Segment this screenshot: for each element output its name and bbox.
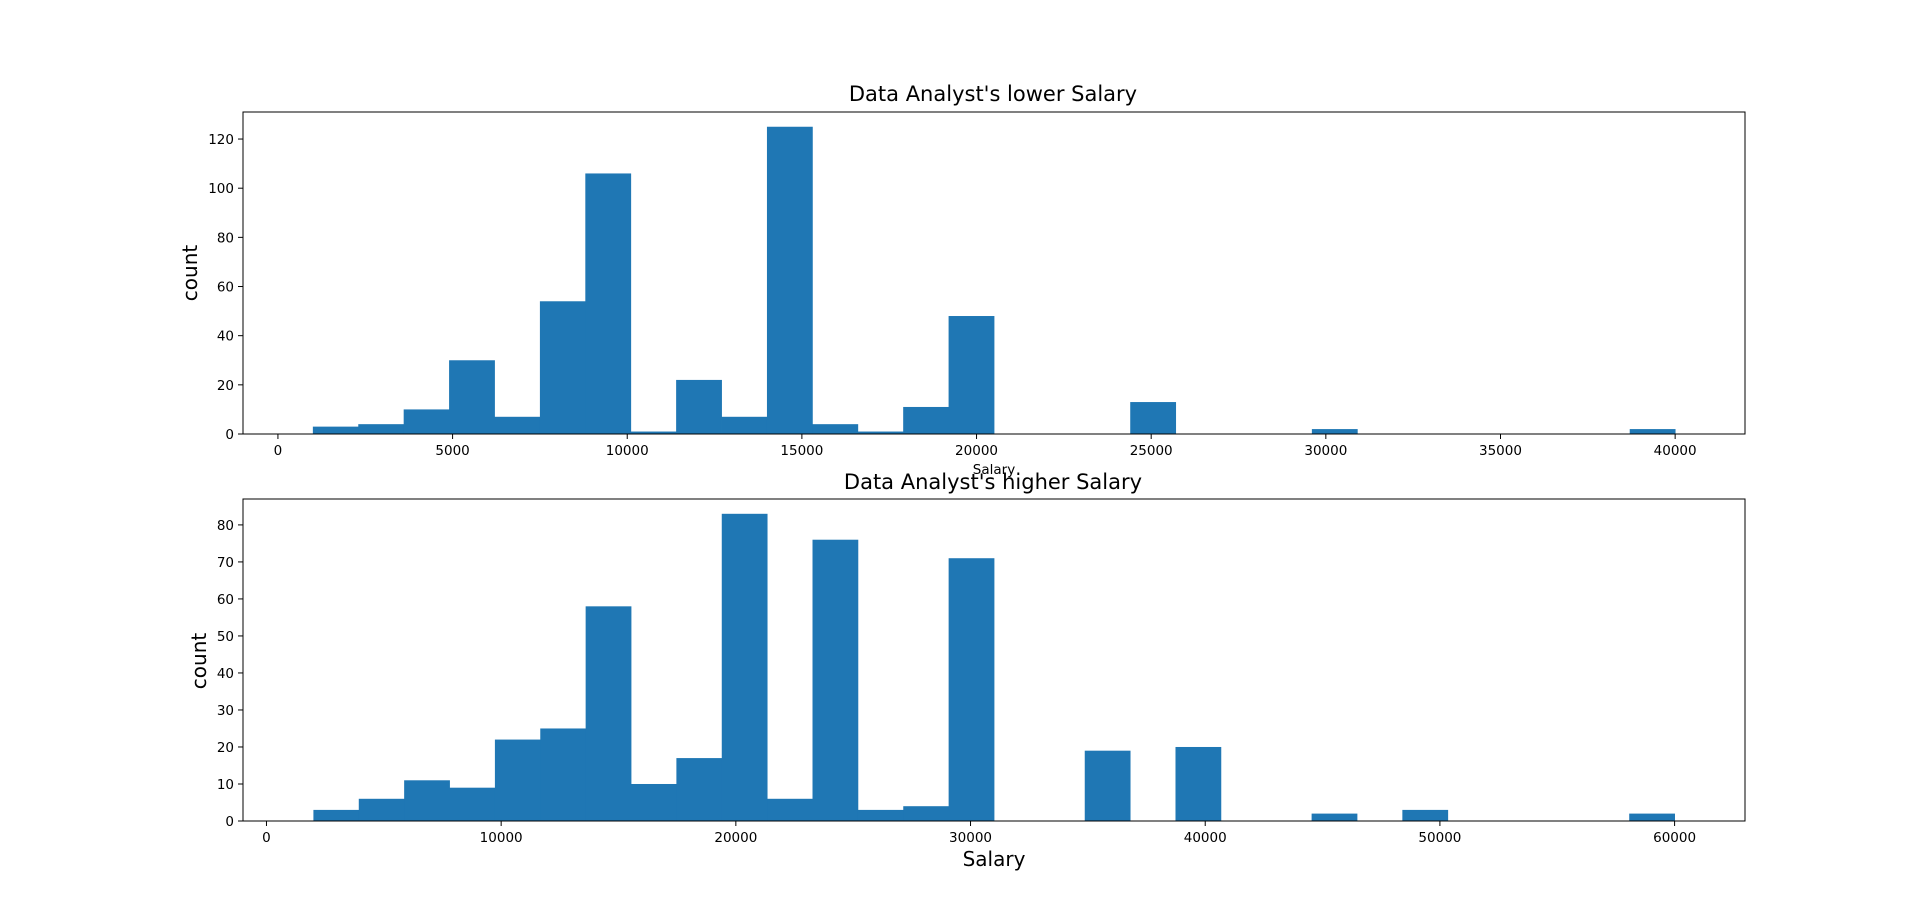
lower-salary-bar — [721, 416, 768, 434]
higher-salary-x-tick-label: 30000 — [949, 830, 992, 846]
higher-salary-x-axis-label: Salary — [963, 847, 1026, 871]
higher-salary-bar — [721, 513, 768, 821]
higher-salary-x-tick-label: 20000 — [714, 830, 757, 846]
lower-salary-bar — [539, 301, 586, 434]
higher-salary-y-tick-label: 70 — [217, 555, 234, 571]
higher-salary-bar — [404, 780, 450, 821]
higher-salary-bars — [313, 513, 1675, 821]
lower-salary-bar — [630, 431, 677, 434]
higher-salary-bar — [1402, 809, 1449, 821]
higher-salary-bar — [676, 758, 723, 821]
lower-salary-y-tick-label: 80 — [217, 230, 234, 246]
lower-salary-x-tick-label: 35000 — [1479, 443, 1522, 459]
higher-salary-bar — [948, 558, 995, 821]
higher-salary-bar — [449, 787, 496, 821]
lower-salary-y-axis-label: count — [178, 245, 202, 302]
lower-salary-x-tick-label: 40000 — [1654, 443, 1697, 459]
lower-salary-bar — [1130, 402, 1177, 434]
lower-salary-bar — [766, 126, 813, 434]
lower-salary-bar — [812, 424, 859, 434]
lower-salary-bar — [903, 406, 949, 434]
higher-salary-x-tick-label: 40000 — [1184, 830, 1227, 846]
lower-salary-bar — [585, 173, 632, 434]
lower-salary-y-tick-label: 40 — [217, 329, 234, 345]
higher-salary-y-ticks: 0 10 20 30 40 50 60 70 80 — [217, 518, 243, 830]
lower-salary-x-ticks: 0 5000 10000 15000 20000 25000 30000 35000 40000 — [274, 434, 1697, 459]
higher-salary-y-tick-label: 60 — [217, 592, 234, 608]
lower-salary-bar — [312, 426, 359, 434]
lower-salary-bars — [312, 126, 1676, 434]
higher-salary-bar — [1629, 813, 1675, 821]
lower-salary-x-tick-label: 10000 — [606, 443, 649, 459]
higher-salary-bar — [1175, 746, 1222, 821]
lower-salary-x-tick-label: 20000 — [955, 443, 998, 459]
higher-salary-bar — [1084, 750, 1131, 821]
higher-salary-bar — [903, 806, 950, 821]
higher-salary-subplot: Data Analyst's higher Salary 0 10000 20000… — [187, 470, 1746, 871]
lower-salary-y-tick-label: 100 — [208, 181, 234, 197]
higher-salary-x-tick-label: 0 — [262, 830, 271, 846]
lower-salary-x-tick-label: 15000 — [780, 443, 823, 459]
higher-salary-x-tick-label: 50000 — [1418, 830, 1461, 846]
lower-salary-bar — [676, 379, 722, 434]
higher-salary-bar — [857, 809, 904, 821]
higher-salary-y-tick-label: 50 — [217, 629, 234, 645]
lower-salary-x-axis-label: Salary — [973, 462, 1015, 478]
higher-salary-y-tick-label: 10 — [217, 777, 234, 793]
lower-salary-title: Data Analyst's lower Salary — [849, 82, 1137, 106]
higher-salary-x-tick-label: 10000 — [480, 830, 523, 846]
lower-salary-x-tick-label: 5000 — [435, 443, 469, 459]
lower-salary-bar — [948, 316, 995, 434]
higher-salary-y-tick-label: 20 — [217, 740, 234, 756]
higher-salary-y-axis-label: count — [187, 633, 211, 690]
lower-salary-bar — [1629, 429, 1676, 434]
lower-salary-y-tick-label: 20 — [217, 378, 234, 394]
lower-salary-x-tick-label: 30000 — [1304, 443, 1347, 459]
lower-salary-y-ticks: 0 20 40 60 80 100 120 — [208, 132, 243, 443]
higher-salary-axes-frame — [242, 498, 1746, 822]
lower-salary-bar — [857, 431, 904, 434]
lower-salary-bar — [1311, 429, 1358, 434]
lower-salary-x-tick-label: 25000 — [1130, 443, 1173, 459]
higher-salary-bar — [812, 539, 859, 821]
higher-salary-y-tick-label: 40 — [217, 666, 234, 682]
higher-salary-bar — [585, 606, 632, 821]
higher-salary-y-tick-label: 30 — [217, 703, 234, 719]
higher-salary-bar — [313, 809, 360, 821]
lower-salary-bar — [403, 409, 450, 434]
higher-salary-bar — [494, 739, 541, 821]
higher-salary-y-tick-label: 80 — [217, 518, 234, 534]
lower-salary-y-tick-label: 0 — [225, 427, 234, 443]
higher-salary-bar — [767, 798, 813, 821]
higher-salary-bar — [1311, 813, 1358, 821]
higher-salary-bar — [540, 728, 587, 821]
higher-salary-bar — [631, 783, 677, 821]
higher-salary-x-tick-label: 60000 — [1653, 830, 1696, 846]
lower-salary-bar — [449, 360, 495, 434]
lower-salary-x-tick-label: 0 — [274, 443, 283, 459]
lower-salary-bar — [494, 416, 541, 434]
lower-salary-subplot: Data Analyst's lower Salary 0 5000 10000 15… — [178, 82, 1746, 478]
higher-salary-x-ticks: 0 10000 20000 30000 40000 50000 60000 — [262, 821, 1696, 846]
lower-salary-bar — [358, 424, 405, 434]
higher-salary-bar — [358, 798, 405, 821]
higher-salary-title: Data Analyst's higher Salary — [844, 470, 1142, 494]
lower-salary-axes-frame — [242, 111, 1746, 435]
higher-salary-y-tick-label: 0 — [225, 814, 234, 830]
lower-salary-y-tick-label: 120 — [208, 132, 234, 148]
lower-salary-y-tick-label: 60 — [217, 280, 234, 296]
